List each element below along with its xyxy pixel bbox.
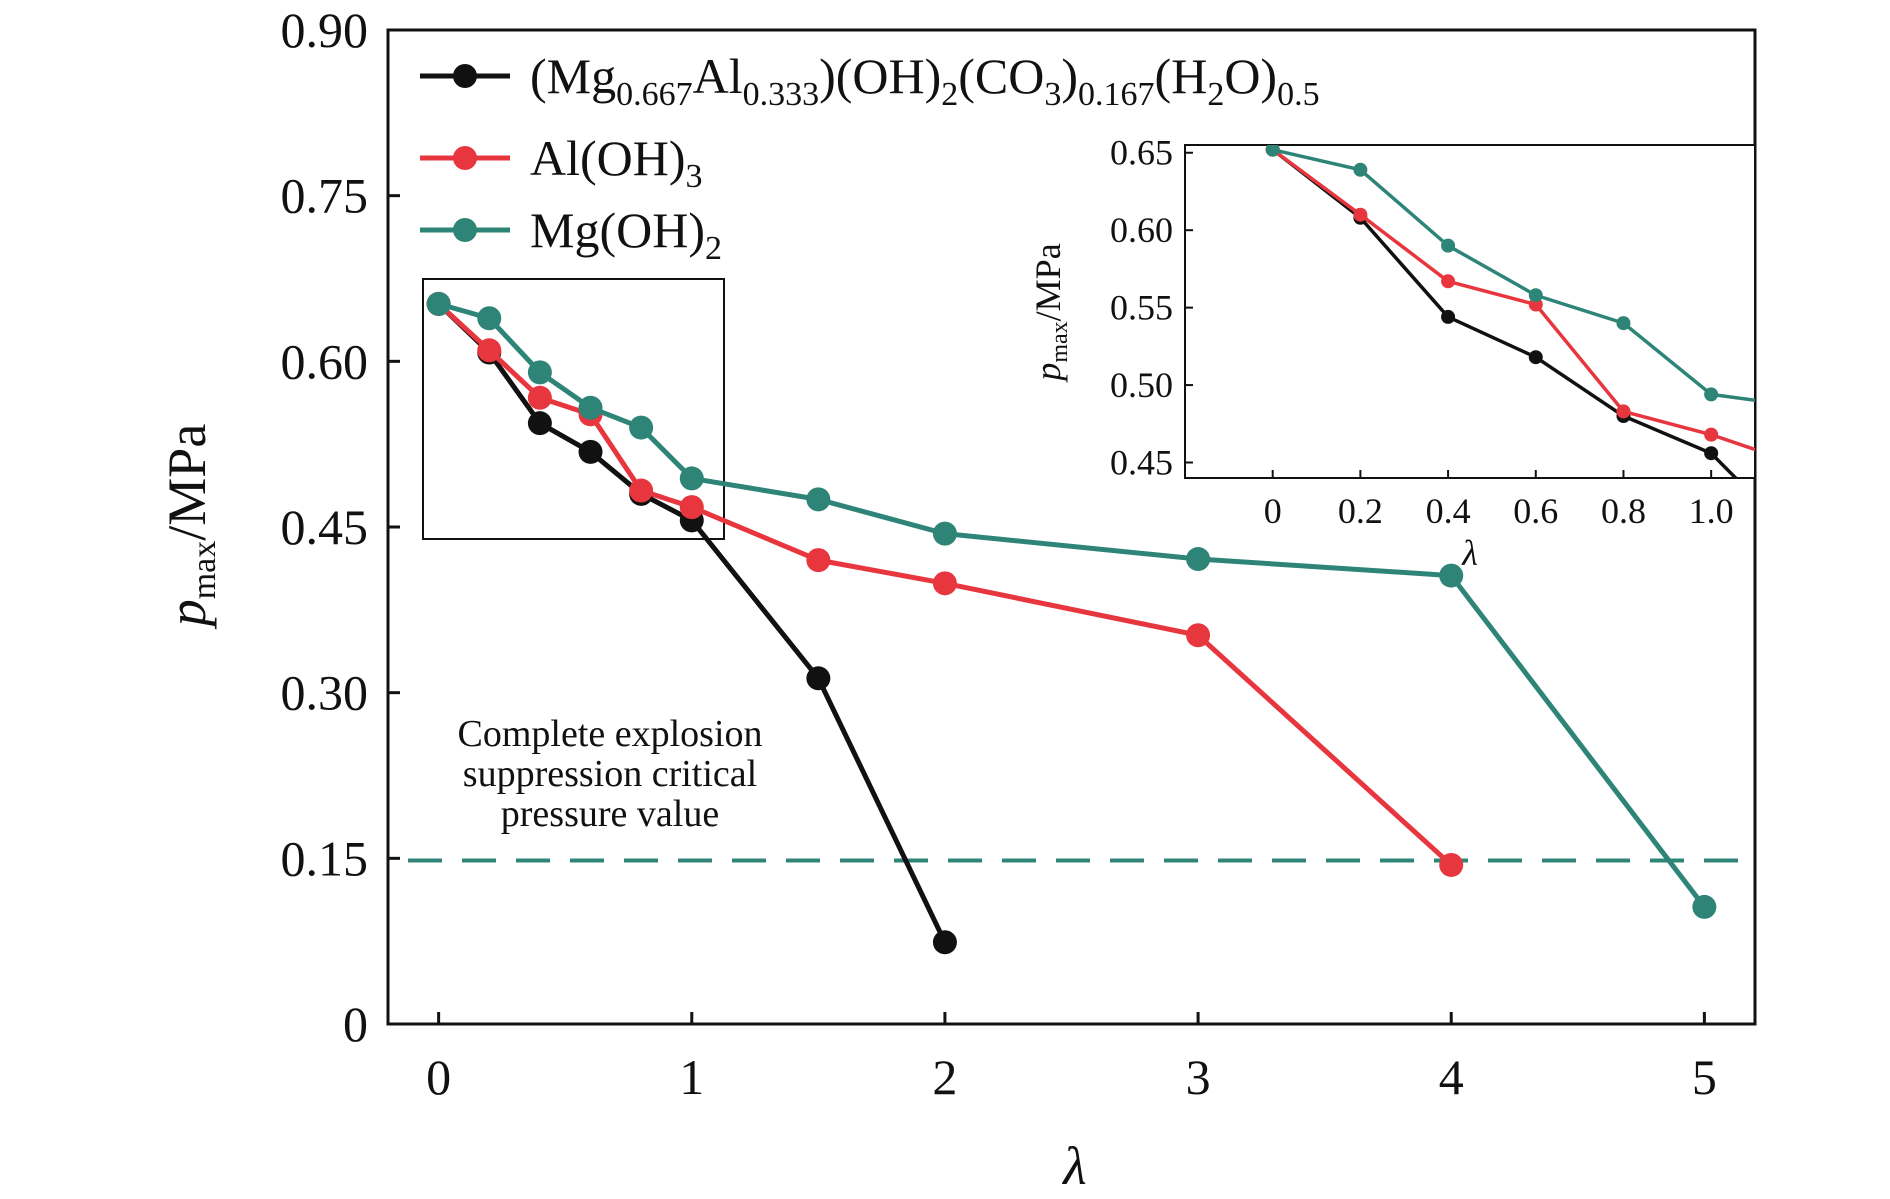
inset-x-tick-label: 1.0 — [1689, 491, 1734, 531]
x-axis-title: λ — [1061, 1136, 1086, 1196]
data-point — [477, 338, 502, 363]
data-point — [426, 291, 451, 316]
data-point — [932, 521, 957, 546]
inset-x-tick-label: 0.6 — [1513, 491, 1558, 531]
legend: (Mg0.667Al0.333)(OH)2(CO3)0.167(H2O)0.5 A… — [420, 48, 1320, 267]
inset-data-point — [1353, 162, 1368, 177]
inset-x-tick-label: 0.2 — [1338, 491, 1383, 531]
inset-y-tick-label: 0.60 — [1110, 210, 1173, 250]
data-point — [578, 439, 603, 464]
y-axis-title: pmax/MPa — [157, 424, 223, 631]
data-point — [932, 930, 957, 955]
y-tick-label: 0.15 — [281, 830, 369, 886]
x-tick-label: 2 — [932, 1049, 957, 1105]
data-point — [679, 495, 704, 520]
inset-data-point — [1704, 446, 1719, 461]
y-tick-label: 0.90 — [281, 2, 369, 58]
inset-y-tick-label: 0.50 — [1110, 365, 1173, 405]
inset-series-1 — [1265, 145, 1755, 452]
inset-data-point — [1353, 207, 1368, 222]
inset-frame — [1184, 144, 1756, 479]
x-tick-label: 1 — [679, 1049, 704, 1105]
data-point — [1186, 623, 1211, 648]
y-tick-label: 0 — [343, 996, 368, 1052]
x-tick-label: 0 — [426, 1049, 451, 1105]
series-1 — [426, 291, 1464, 877]
inset-series-group — [1265, 145, 1755, 478]
data-point — [527, 360, 552, 385]
data-point — [527, 385, 552, 410]
inset-y-tick-label: 0.45 — [1110, 443, 1173, 483]
annotation-line: suppression critical — [463, 753, 757, 795]
data-point — [527, 411, 552, 436]
legend-marker — [453, 146, 477, 170]
data-point — [1692, 894, 1717, 919]
y-tick-label: 0.60 — [281, 333, 369, 389]
inset-data-point — [1441, 274, 1456, 289]
inset-x-tick-label: 0 — [1264, 491, 1282, 531]
inset-data-point — [1704, 387, 1719, 402]
legend-label: Al(OH)3 — [530, 130, 703, 195]
inset-y-tick-label: 0.65 — [1110, 133, 1173, 173]
main-plot: 00.150.300.450.600.750.900 1 2 3 4 5Complete … — [281, 2, 1757, 1105]
series-line — [436, 302, 948, 944]
inset-series-2 — [1265, 145, 1755, 403]
series-line — [436, 302, 1453, 867]
inset-x-tick-label: 0.4 — [1426, 491, 1471, 531]
inset-data-point — [1616, 404, 1631, 419]
x-tick-label: 3 — [1186, 1049, 1211, 1105]
annotation-line: Complete explosion — [457, 713, 762, 755]
data-point — [1439, 563, 1464, 588]
data-point — [477, 306, 502, 331]
inset-y-tick-label: 0.55 — [1110, 288, 1173, 328]
data-point — [629, 478, 654, 503]
inset-y-axis-title: pmax/MPa — [1028, 243, 1073, 383]
data-point — [806, 487, 831, 512]
annotation-line: pressure value — [501, 793, 719, 835]
y-tick-label: 0.30 — [281, 665, 369, 721]
inset-data-point — [1528, 350, 1543, 365]
data-point — [1186, 547, 1211, 572]
legend-marker — [453, 64, 477, 88]
y-tick-label: 0.45 — [281, 499, 369, 555]
data-point — [578, 395, 603, 420]
data-point — [629, 415, 654, 440]
inset-data-point — [1441, 309, 1456, 324]
inset-data-point — [1528, 288, 1543, 303]
inset-data-point — [1704, 427, 1719, 442]
inset-x-axis-title: λ — [1461, 533, 1478, 573]
series-2 — [426, 291, 1717, 919]
legend-marker — [453, 218, 477, 242]
x-tick-label: 5 — [1692, 1049, 1717, 1105]
data-point — [1439, 852, 1464, 877]
x-tick-label: 4 — [1439, 1049, 1464, 1105]
inset-plot: 0.45 0.50 0.55 0.60 0.65 0 0.2 0.4 0.6 0.8 1.0 λ pma… — [1028, 133, 1756, 573]
data-point — [679, 466, 704, 491]
legend-label: (Mg0.667Al0.333)(OH)2(CO3)0.167(H2O)0.5 — [530, 48, 1320, 113]
inset-x-tick-label: 0.8 — [1601, 491, 1646, 531]
legend-label: Mg(OH)2 — [530, 202, 722, 267]
y-tick-label: 0.75 — [281, 168, 369, 224]
data-point — [806, 548, 831, 573]
zoom-box — [422, 278, 725, 540]
data-point — [806, 666, 831, 691]
inset-data-point — [1265, 145, 1280, 157]
series-0 — [426, 291, 957, 955]
inset-data-point — [1616, 316, 1631, 331]
data-point — [932, 571, 957, 596]
inset-data-point — [1441, 238, 1456, 253]
